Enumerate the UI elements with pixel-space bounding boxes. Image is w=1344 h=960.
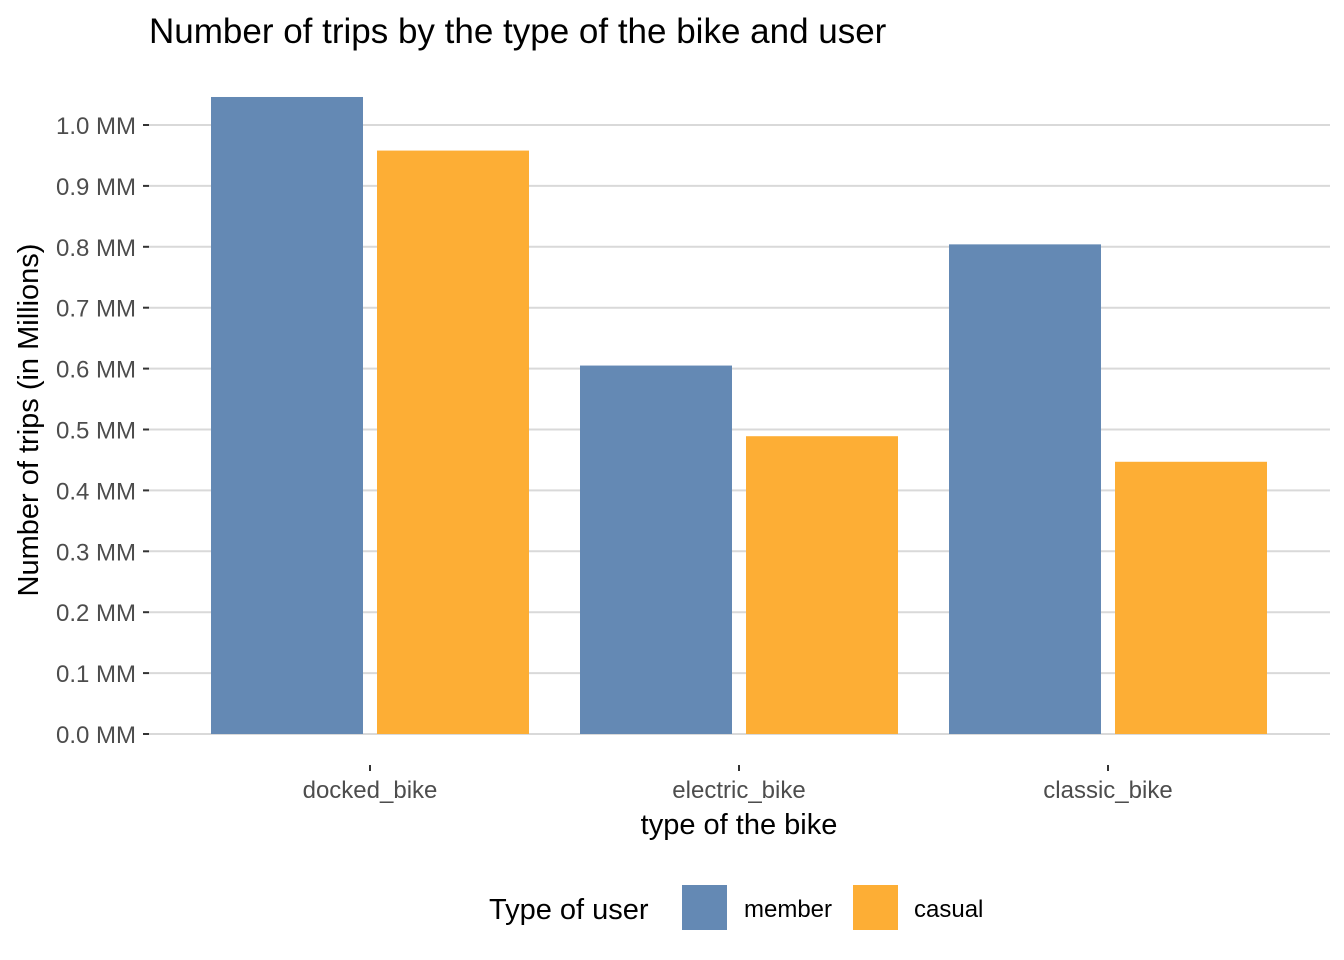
bars xyxy=(211,96,1267,734)
legend-key-member xyxy=(682,885,727,930)
y-tick-label-0: 0.0 MM xyxy=(56,722,136,749)
y-tick-label-9: 0.9 MM xyxy=(56,174,136,201)
x-tick-label-0: docked_bike xyxy=(303,777,438,804)
legend-label-member: member xyxy=(744,896,832,923)
bar-member-docked_bike xyxy=(211,96,363,734)
y-axis-title: Number of trips (in Millions) xyxy=(13,244,45,597)
bar-member-classic_bike xyxy=(949,244,1101,734)
y-tick-label-4: 0.4 MM xyxy=(56,478,136,505)
y-tick-label-10: 1.0 MM xyxy=(56,113,136,140)
bar-casual-docked_bike xyxy=(377,150,529,734)
x-tick-label-2: classic_bike xyxy=(1043,777,1172,804)
y-tick-label-8: 0.8 MM xyxy=(56,235,136,262)
chart-title: Number of trips by the type of the bike … xyxy=(149,12,887,51)
bar-casual-electric_bike xyxy=(746,436,898,734)
y-tick-label-2: 0.2 MM xyxy=(56,600,136,627)
x-axis: docked_bike electric_bike classic_bike xyxy=(303,765,1173,804)
x-axis-title: type of the bike xyxy=(641,809,838,841)
legend-key-casual xyxy=(853,885,898,930)
x-tick-label-1: electric_bike xyxy=(672,777,805,804)
y-tick-label-1: 0.1 MM xyxy=(56,661,136,688)
bar-member-electric_bike xyxy=(580,365,732,734)
y-tick-label-6: 0.6 MM xyxy=(56,357,136,384)
y-tick-label-7: 0.7 MM xyxy=(56,296,136,323)
legend-title: Type of user xyxy=(489,894,649,926)
legend-label-casual: casual xyxy=(914,896,983,923)
legend: Type of user member casual xyxy=(489,885,983,930)
y-tick-label-3: 0.3 MM xyxy=(56,539,136,566)
y-tick-label-5: 0.5 MM xyxy=(56,418,136,445)
bar-casual-classic_bike xyxy=(1115,461,1267,734)
y-axis: 0.0 MM 0.1 MM 0.2 MM 0.3 MM 0.4 MM 0.5 MM 0.6 … xyxy=(56,113,149,749)
